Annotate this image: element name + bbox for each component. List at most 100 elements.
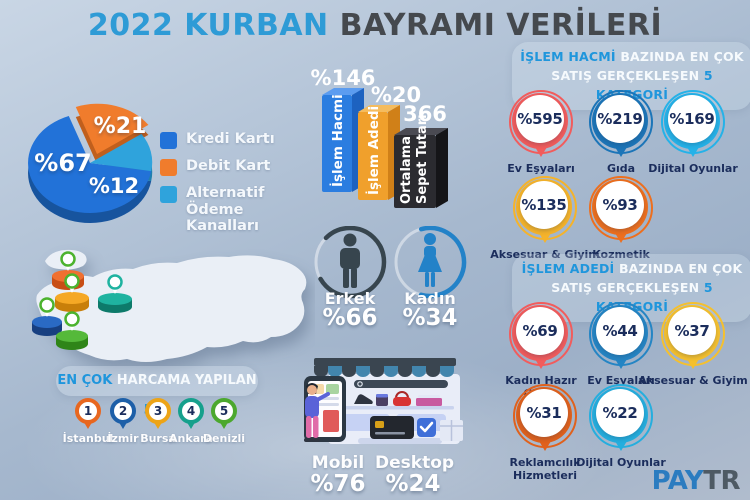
paytr-logo: PAYTR xyxy=(651,466,741,496)
city-pin-denizli: 5 xyxy=(211,398,237,430)
pin-label: Aksesuar & Giyim xyxy=(638,374,748,387)
header-highlight: İŞLEM ADEDİ xyxy=(521,261,615,276)
pin-value: %219 xyxy=(596,95,644,143)
category-pin-kadin-hazir-giyim: %69 Kadın Hazır Giyim xyxy=(505,302,577,400)
top-cities-header: EN ÇOK HARCAMA YAPILAN 5 İL xyxy=(56,366,258,418)
disc-top xyxy=(56,330,88,342)
scallop xyxy=(412,366,426,377)
category-pin-reklamcilik: %31 Reklamcılık Hizmetleri xyxy=(509,384,581,482)
package-flaps xyxy=(440,420,463,441)
pie-value-kredi: %67 xyxy=(34,149,92,177)
phone-item xyxy=(326,384,339,394)
city-rank: 5 xyxy=(211,398,237,424)
pin-marker: %44 xyxy=(587,302,655,372)
header-text: BAZINDA EN ÇOK xyxy=(614,261,743,276)
logo-tr: TR xyxy=(703,466,740,496)
pin-marker: %69 xyxy=(507,302,575,372)
city-label-denizli: Denizli xyxy=(202,432,246,445)
pin-tail xyxy=(152,419,164,429)
desktop-label: Desktop xyxy=(375,453,455,473)
pin-label: Ev Eşyaları xyxy=(507,162,575,175)
map-marker-teal xyxy=(98,274,132,313)
pin-label: Aksesuar & Giyim xyxy=(490,248,600,261)
male-progress-arc xyxy=(313,226,387,299)
logo-pay: PAY xyxy=(651,466,704,496)
pin-marker: %135 xyxy=(511,176,579,246)
legend-label-debit: Debit Kart xyxy=(186,158,271,174)
scallop xyxy=(384,366,398,377)
female-icon xyxy=(418,233,442,287)
shopper-shoe xyxy=(304,438,312,442)
awning-scallops xyxy=(314,366,454,377)
page-title: 2022 KURBAN BAYRAMI VERİLERİ xyxy=(0,8,750,43)
metrics-bar-chart: İşlem Hacmi %146 İşlem Adedi %20 Ortalam… xyxy=(311,66,448,208)
bar-front xyxy=(322,95,352,192)
awning-bar xyxy=(314,358,456,366)
female-label: Kadın xyxy=(404,289,456,308)
map-marker-navy xyxy=(32,297,62,336)
pie-slice-alternatif-odeme xyxy=(90,133,153,172)
pin-marker: 3 xyxy=(145,398,171,430)
pin-value: %37 xyxy=(668,307,716,355)
legend-label-kredi: Kredi Kartı xyxy=(186,131,275,147)
city-rank: 2 xyxy=(110,398,136,424)
male-label: Erkek xyxy=(324,289,376,308)
header-highlight: EN ÇOK xyxy=(57,373,113,388)
scallop xyxy=(440,366,454,377)
bar-front xyxy=(358,112,388,200)
map-anatolia xyxy=(36,255,307,362)
search-bar xyxy=(354,380,448,388)
pie-value-debit: %21 xyxy=(93,114,147,139)
page-title-highlight: 2022 KURBAN xyxy=(87,8,329,43)
pin-marker: %22 xyxy=(587,384,655,454)
pin-marker: %31 xyxy=(511,384,579,454)
pin-label: Dijital Oyunlar xyxy=(648,162,738,175)
city-label-istanbul: İstanbul xyxy=(62,432,114,445)
bar-top xyxy=(322,88,364,95)
shopper-leg xyxy=(306,416,312,438)
pin-marker: %93 xyxy=(587,176,655,246)
male-leg xyxy=(343,268,349,288)
location-pin-icon xyxy=(64,311,80,327)
location-pin-icon xyxy=(39,297,55,313)
card-chip xyxy=(375,421,384,428)
bar-value-islem-adedi: %20 xyxy=(371,83,421,107)
pin-value: %69 xyxy=(516,307,564,355)
pin-marker: 4 xyxy=(178,398,204,430)
bar-name-sepet-tutari: Sepet Tutarı xyxy=(415,114,430,204)
legend-item-alternatif: Alternatif Ödeme Kanalları xyxy=(160,185,310,235)
map-marker-amber xyxy=(55,273,89,312)
category-pin-gida: %219 Gıda xyxy=(587,90,655,175)
shoe-item xyxy=(354,394,373,404)
city-pin-izmir: 2 xyxy=(110,398,136,430)
scallop xyxy=(356,366,370,377)
city-pin-ankara: 4 xyxy=(178,398,204,430)
bar-top xyxy=(394,128,448,135)
pin-marker: %595 xyxy=(507,90,575,160)
pin-value: %595 xyxy=(516,95,564,143)
location-pin-icon xyxy=(107,274,123,290)
category-pin-ev-esyalari: %595 Ev Eşyaları xyxy=(507,90,575,175)
checkmark-icon xyxy=(419,421,434,433)
pie-value-alternatif: %12 xyxy=(88,174,140,198)
male-icon xyxy=(340,233,360,288)
pin-marker: %219 xyxy=(587,90,655,160)
scallop xyxy=(328,366,342,377)
pin-value: %44 xyxy=(596,307,644,355)
storefront-illustration xyxy=(304,358,463,444)
city-pin-istanbul: 1 xyxy=(75,398,101,430)
disc-top xyxy=(32,316,62,328)
female-value: %34 xyxy=(402,305,458,331)
bar-name-islem-adedi: İşlem Adedi xyxy=(365,106,382,195)
pin-value: %22 xyxy=(596,389,644,437)
bar-islem-adedi: İşlem Adedi %20 xyxy=(358,83,421,200)
city-rank: 3 xyxy=(145,398,171,424)
pin-marker: 5 xyxy=(211,398,237,430)
city-pin-bursa: 3 xyxy=(145,398,171,430)
search-icon xyxy=(357,381,363,387)
female-leg xyxy=(431,272,435,287)
city-rank: 1 xyxy=(75,398,101,424)
pin-tail xyxy=(82,419,94,429)
bar-value-islem-hacmi: %146 xyxy=(311,66,376,90)
